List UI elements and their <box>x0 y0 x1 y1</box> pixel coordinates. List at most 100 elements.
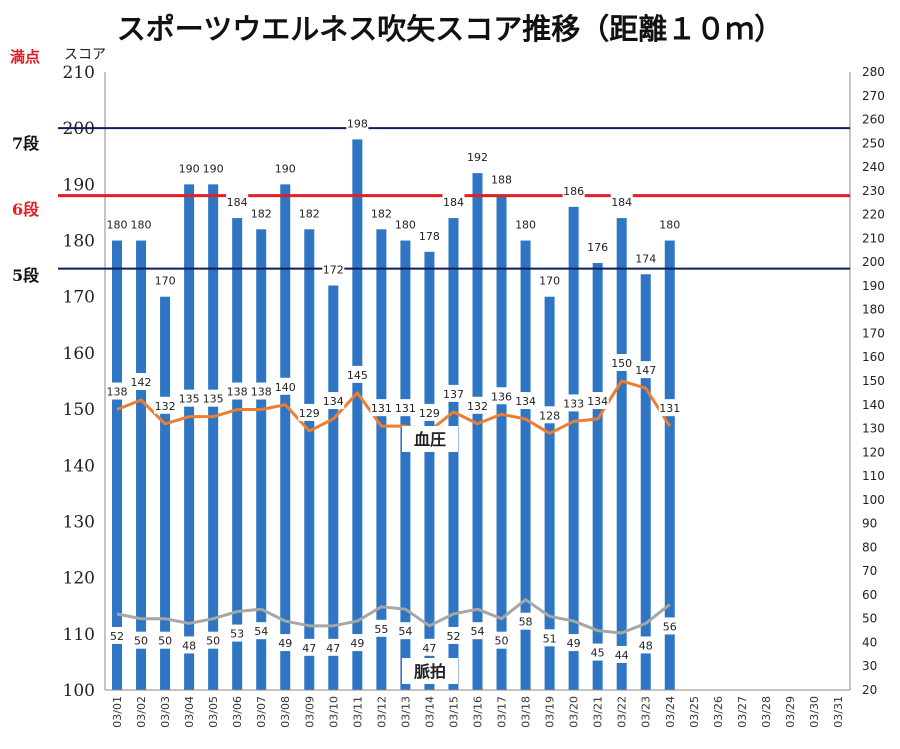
bp-value-label: 142 <box>131 376 152 389</box>
x-tick-label: 03/04 <box>183 696 196 728</box>
bar-value-label: 184 <box>443 196 464 209</box>
bar-value-label-bg <box>298 204 321 222</box>
bp-value-label: 138 <box>251 386 272 399</box>
bp-value-label: 131 <box>371 402 392 415</box>
bp-value-label-bg <box>418 403 441 421</box>
bar-03/11 <box>352 139 363 690</box>
y-tick-label: 150 <box>63 400 95 420</box>
pulse-value-label: 50 <box>206 635 220 648</box>
bar-value-label: 176 <box>587 241 608 254</box>
bar-03/20 <box>568 206 579 690</box>
x-tick-label: 03/05 <box>207 696 220 728</box>
y2-tick-label: 40 <box>862 635 877 649</box>
bp-line <box>116 379 672 435</box>
pulse-value-label-bg <box>370 619 393 637</box>
bar-value-label: 190 <box>179 162 200 175</box>
y2-tick-label: 200 <box>862 255 885 269</box>
bar-03/21 <box>592 263 603 690</box>
pulse-value-label-bg <box>106 626 129 644</box>
ref-label-5dan: 5段 <box>12 266 40 285</box>
pulse-value-label: 48 <box>182 639 196 652</box>
bp-value-label-bg <box>658 399 681 417</box>
pulse-value-label-bg <box>586 643 609 661</box>
y2-tick-label: 230 <box>862 184 885 198</box>
bar-03/09 <box>304 229 315 691</box>
bar-value-label: 192 <box>467 151 488 164</box>
bar-value-label: 180 <box>131 219 152 232</box>
y2-tick-label: 170 <box>862 326 885 340</box>
pulse-value-label: 49 <box>278 637 292 650</box>
x-tick-label: 03/30 <box>808 696 821 728</box>
bp-value-label-bg <box>466 396 489 414</box>
bar-value-label: 190 <box>203 162 224 175</box>
bp-value-label-bg <box>178 389 201 407</box>
bp-value-label: 134 <box>323 395 344 408</box>
bp-value-label: 132 <box>467 400 488 413</box>
pulse-value-label: 56 <box>663 620 677 633</box>
x-tick-label: 03/25 <box>688 696 701 728</box>
x-tick-label: 03/14 <box>423 696 436 728</box>
bar-03/23 <box>640 274 651 690</box>
pulse-value-label: 44 <box>615 649 629 662</box>
bar-value-label: 186 <box>563 185 584 198</box>
bp-series-label: 血圧 <box>414 430 446 449</box>
bar-03/08 <box>280 184 291 690</box>
bp-value-label: 138 <box>227 386 248 399</box>
bp-value-label: 147 <box>635 364 656 377</box>
x-tick-label: 03/17 <box>496 696 509 728</box>
pulse-value-label: 54 <box>471 625 485 638</box>
bar-value-label: 190 <box>275 162 296 175</box>
y2-tick-label: 90 <box>862 517 877 531</box>
x-tick-label: 03/24 <box>664 696 677 728</box>
bp-value-label-bg <box>394 399 417 417</box>
bp-value-label-bg <box>106 382 129 400</box>
pulse-value-label-bg <box>274 634 297 652</box>
bar-value-label-bg <box>250 204 273 222</box>
bar-03/06 <box>232 218 243 690</box>
bar-value-label: 184 <box>611 196 632 209</box>
y-tick-label: 100 <box>63 681 95 701</box>
max-score-label: 満点 <box>10 48 41 66</box>
bp-value-label-bg <box>610 354 633 371</box>
bar-value-label-bg <box>490 170 513 188</box>
pulse-value-label-bg <box>466 622 489 640</box>
y2-tick-label: 20 <box>862 683 877 697</box>
bar-value-label-bg <box>562 181 585 199</box>
bar-value-label: 170 <box>539 275 560 288</box>
y2-tick-label: 240 <box>862 160 885 174</box>
y-tick-label: 110 <box>63 625 95 645</box>
bp-value-label-bg <box>562 394 585 412</box>
pulse-value-label: 55 <box>374 623 388 636</box>
bar-value-label-bg <box>538 271 561 289</box>
bp-value-label-bg <box>586 392 609 410</box>
pulse-value-label-bg <box>658 617 681 635</box>
pulse-value-label-bg <box>322 638 345 656</box>
bar-03/04 <box>184 184 195 690</box>
x-tick-label: 03/10 <box>327 696 340 728</box>
bar-value-label: 182 <box>371 207 392 220</box>
y2-tick-label: 120 <box>862 445 885 459</box>
pulse-value-label-bg <box>490 631 513 649</box>
x-tick-label: 03/01 <box>111 696 124 728</box>
y-tick-label: 210 <box>63 63 95 83</box>
pulse-value-label-bg <box>202 631 225 649</box>
y2-tick-label: 110 <box>862 469 885 483</box>
bp-value-label: 145 <box>347 369 368 382</box>
x-tick-label: 03/31 <box>832 696 845 728</box>
bar-03/14 <box>424 251 435 691</box>
pulse-value-label-bg <box>178 636 201 654</box>
x-tick-label: 03/02 <box>135 696 148 728</box>
bar-03/01 <box>112 240 123 690</box>
bp-value-label: 138 <box>107 386 128 399</box>
bar-value-label-bg <box>178 159 201 177</box>
bar-value-label-bg <box>394 215 417 233</box>
bar-value-label-bg <box>370 204 393 222</box>
bar-value-label: 174 <box>635 252 656 265</box>
pulse-value-label: 50 <box>134 635 148 648</box>
pulse-value-label-bg <box>514 612 537 630</box>
y2-tick-label: 220 <box>862 208 885 222</box>
bar-03/22 <box>616 218 627 690</box>
pulse-value-label-bg <box>154 631 177 649</box>
y2-tick-label: 210 <box>862 231 885 245</box>
bar-value-label-bg <box>346 114 369 132</box>
